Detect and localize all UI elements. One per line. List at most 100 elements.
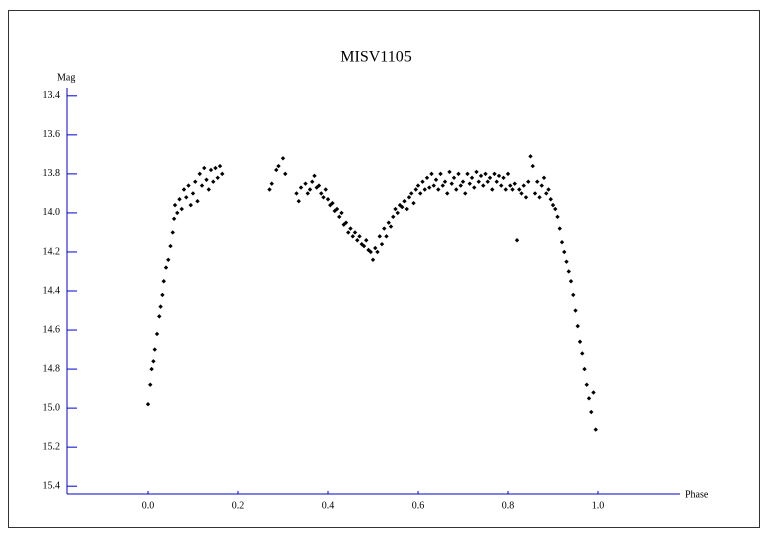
- data-point: [195, 199, 200, 204]
- data-point: [501, 175, 506, 180]
- data-point: [521, 183, 526, 188]
- data-point: [395, 210, 400, 216]
- data-point: [532, 191, 538, 196]
- data-point: [294, 191, 299, 196]
- data-point: [149, 366, 154, 372]
- data-point: [160, 292, 165, 298]
- y-tick-label: 15.2: [43, 441, 61, 452]
- data-point: [490, 187, 495, 192]
- data-point: [337, 214, 342, 220]
- y-axis-label: Mag: [57, 72, 75, 83]
- data-point: [368, 249, 373, 255]
- data-point: [382, 226, 387, 231]
- data-point: [485, 179, 490, 184]
- data-point: [483, 171, 488, 177]
- data-point: [148, 382, 153, 387]
- data-point: [512, 181, 517, 186]
- data-point: [584, 382, 589, 387]
- data-point: [438, 171, 443, 177]
- y-tick-label: 14.4: [43, 285, 61, 296]
- data-point: [181, 187, 187, 192]
- x-tick-label: 1.0: [592, 500, 605, 511]
- data-point: [346, 230, 351, 235]
- x-tick-label: 0.0: [142, 500, 155, 511]
- data-point: [451, 175, 457, 180]
- data-point: [217, 163, 223, 169]
- data-point: [211, 179, 216, 184]
- x-tick-label: 0.8: [502, 500, 515, 511]
- data-point: [406, 195, 412, 200]
- data-point: [151, 359, 156, 364]
- data-point: [298, 185, 304, 190]
- frame: [8, 10, 760, 528]
- y-tick-label: 14.0: [43, 207, 61, 218]
- data-point: [454, 187, 459, 192]
- x-tick-label: 0.6: [412, 500, 425, 511]
- data-point: [350, 234, 355, 239]
- data-point: [323, 187, 328, 192]
- data-point: [591, 390, 596, 395]
- data-point: [330, 200, 335, 206]
- data-point: [469, 175, 475, 180]
- data-point: [564, 259, 569, 264]
- data-point: [184, 195, 189, 200]
- data-point: [280, 156, 286, 161]
- data-point: [213, 165, 218, 171]
- data-point: [586, 396, 592, 401]
- data-point: [321, 195, 326, 200]
- data-point: [548, 197, 553, 202]
- data-point: [496, 173, 502, 179]
- data-point: [366, 247, 371, 253]
- data-point: [316, 183, 322, 188]
- data-point: [343, 220, 349, 225]
- data-point: [307, 187, 313, 192]
- data-point: [523, 195, 529, 200]
- data-point: [535, 179, 540, 184]
- data-point: [267, 187, 272, 192]
- data-point: [589, 409, 594, 415]
- data-point: [199, 183, 205, 188]
- data-point: [541, 175, 547, 180]
- data-point: [440, 183, 445, 188]
- data-point: [537, 195, 542, 200]
- data-point: [388, 224, 394, 229]
- data-point: [526, 179, 531, 184]
- data-point: [339, 210, 344, 216]
- data-point: [220, 171, 225, 177]
- data-point: [553, 206, 558, 212]
- data-point: [566, 269, 571, 274]
- y-tick-label: 13.8: [43, 168, 61, 179]
- data-point: [145, 402, 151, 407]
- data-point: [474, 169, 479, 175]
- data-point: [215, 175, 220, 180]
- data-point: [328, 202, 333, 208]
- data-point: [494, 179, 499, 184]
- data-point: [384, 234, 389, 239]
- data-point: [393, 206, 398, 212]
- data-point: [550, 202, 556, 208]
- data-point: [375, 249, 380, 255]
- data-point: [319, 191, 324, 196]
- data-point: [154, 331, 160, 337]
- data-point: [172, 202, 178, 208]
- data-point: [171, 216, 177, 221]
- data-point: [510, 187, 515, 192]
- data-point: [422, 187, 427, 192]
- data-point: [571, 292, 576, 298]
- data-point: [544, 191, 549, 196]
- data-point: [557, 226, 562, 231]
- data-point: [276, 163, 281, 169]
- data-point: [573, 308, 578, 313]
- chart-title: MISV1105: [340, 49, 411, 66]
- data-point: [517, 187, 522, 192]
- data-point: [415, 183, 421, 188]
- data-point: [269, 181, 274, 186]
- y-tick-label: 13.4: [43, 90, 61, 101]
- data-point: [413, 187, 418, 192]
- data-point: [175, 210, 180, 216]
- data-point: [577, 339, 583, 344]
- data-point: [357, 234, 362, 239]
- data-point: [391, 214, 396, 220]
- data-point: [562, 249, 567, 255]
